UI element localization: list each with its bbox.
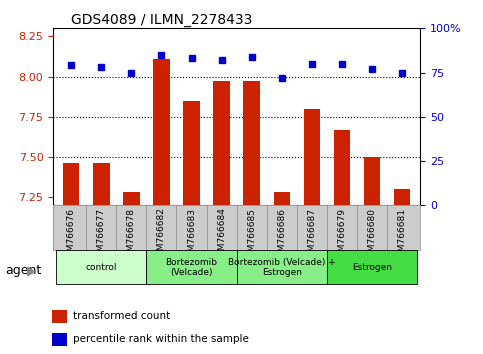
Bar [237,250,327,284]
Text: GSM766683: GSM766683 [187,207,196,263]
Bar [213,81,230,205]
Text: GSM766680: GSM766680 [368,207,377,263]
Text: GSM766684: GSM766684 [217,207,226,262]
Text: agent: agent [5,264,41,277]
Bar [56,250,146,284]
Text: Estrogen: Estrogen [352,263,392,272]
Text: GSM766677: GSM766677 [97,207,106,263]
Text: control: control [85,263,117,272]
Bar [53,333,67,346]
Text: GSM766678: GSM766678 [127,207,136,263]
Bar [63,164,80,205]
Text: GDS4089 / ILMN_2278433: GDS4089 / ILMN_2278433 [71,13,253,27]
Bar [123,193,140,205]
Bar [304,109,320,205]
Text: GSM766687: GSM766687 [307,207,316,263]
Bar [53,310,67,323]
Text: GSM766686: GSM766686 [277,207,286,263]
Text: Bortezomib
(Velcade): Bortezomib (Velcade) [166,258,217,277]
Text: GSM766682: GSM766682 [157,207,166,262]
Bar [273,193,290,205]
Text: transformed count: transformed count [73,312,170,321]
Bar [183,101,200,205]
Text: ▶: ▶ [27,264,36,277]
Bar [153,59,170,205]
Bar [146,250,237,284]
Bar [243,81,260,205]
Bar [394,189,411,205]
Text: GSM766685: GSM766685 [247,207,256,263]
Text: Bortezomib (Velcade) +
Estrogen: Bortezomib (Velcade) + Estrogen [228,258,336,277]
Text: GSM766679: GSM766679 [338,207,346,263]
Bar [327,250,417,284]
Text: GSM766681: GSM766681 [398,207,407,263]
Text: percentile rank within the sample: percentile rank within the sample [73,335,249,344]
Bar [334,130,350,205]
Bar [364,157,380,205]
Bar [93,164,110,205]
Text: GSM766676: GSM766676 [67,207,76,263]
